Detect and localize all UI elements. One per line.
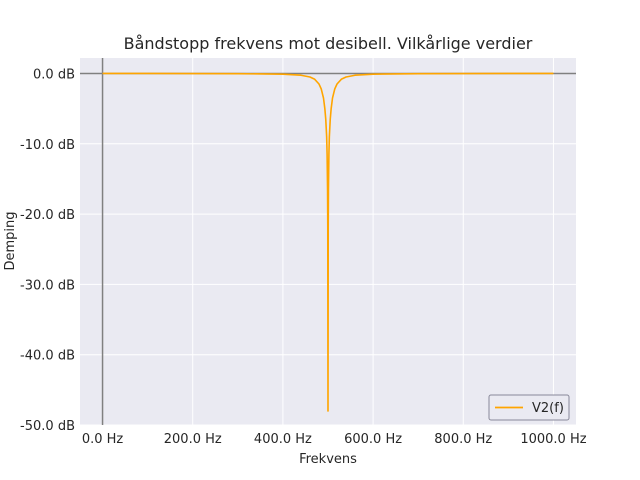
chart-title: Båndstopp frekvens mot desibell. Vilkårl… — [124, 34, 533, 53]
y-tick-label: 0.0 dB — [33, 67, 75, 82]
series-group — [102, 72, 554, 412]
legend-box — [488, 394, 570, 421]
x-axis-title: Frekvens — [299, 452, 357, 467]
x-tick-label: 200.0 Hz — [164, 432, 222, 447]
y-tick-label: -50.0 dB — [20, 419, 75, 434]
x-tick-label: 400.0 Hz — [254, 432, 312, 447]
y-axis-title: Demping — [3, 211, 18, 270]
y-tick-label: -30.0 dB — [20, 278, 75, 293]
y-tick-label: -10.0 dB — [20, 138, 75, 153]
legend: V2(f) — [488, 394, 570, 421]
x-tick-label: 600.0 Hz — [344, 432, 402, 447]
x-tick-label: 1000.0 Hz — [520, 432, 586, 447]
y-tick-label: -20.0 dB — [20, 208, 75, 223]
x-tick-labels: 0.0 Hz 200.0 Hz 400.0 Hz 600.0 Hz 800.0 Hz 10… — [82, 432, 587, 447]
legend-label: V2(f) — [532, 401, 564, 416]
series-line — [102, 72, 554, 412]
y-tick-label: -40.0 dB — [20, 349, 75, 364]
x-tick-label: 800.0 Hz — [434, 432, 492, 447]
x-tick-label: 0.0 Hz — [82, 432, 124, 447]
y-tick-labels: 0.0 dB -10.0 dB -20.0 dB -30.0 dB -40.0 dB -5… — [20, 67, 75, 434]
